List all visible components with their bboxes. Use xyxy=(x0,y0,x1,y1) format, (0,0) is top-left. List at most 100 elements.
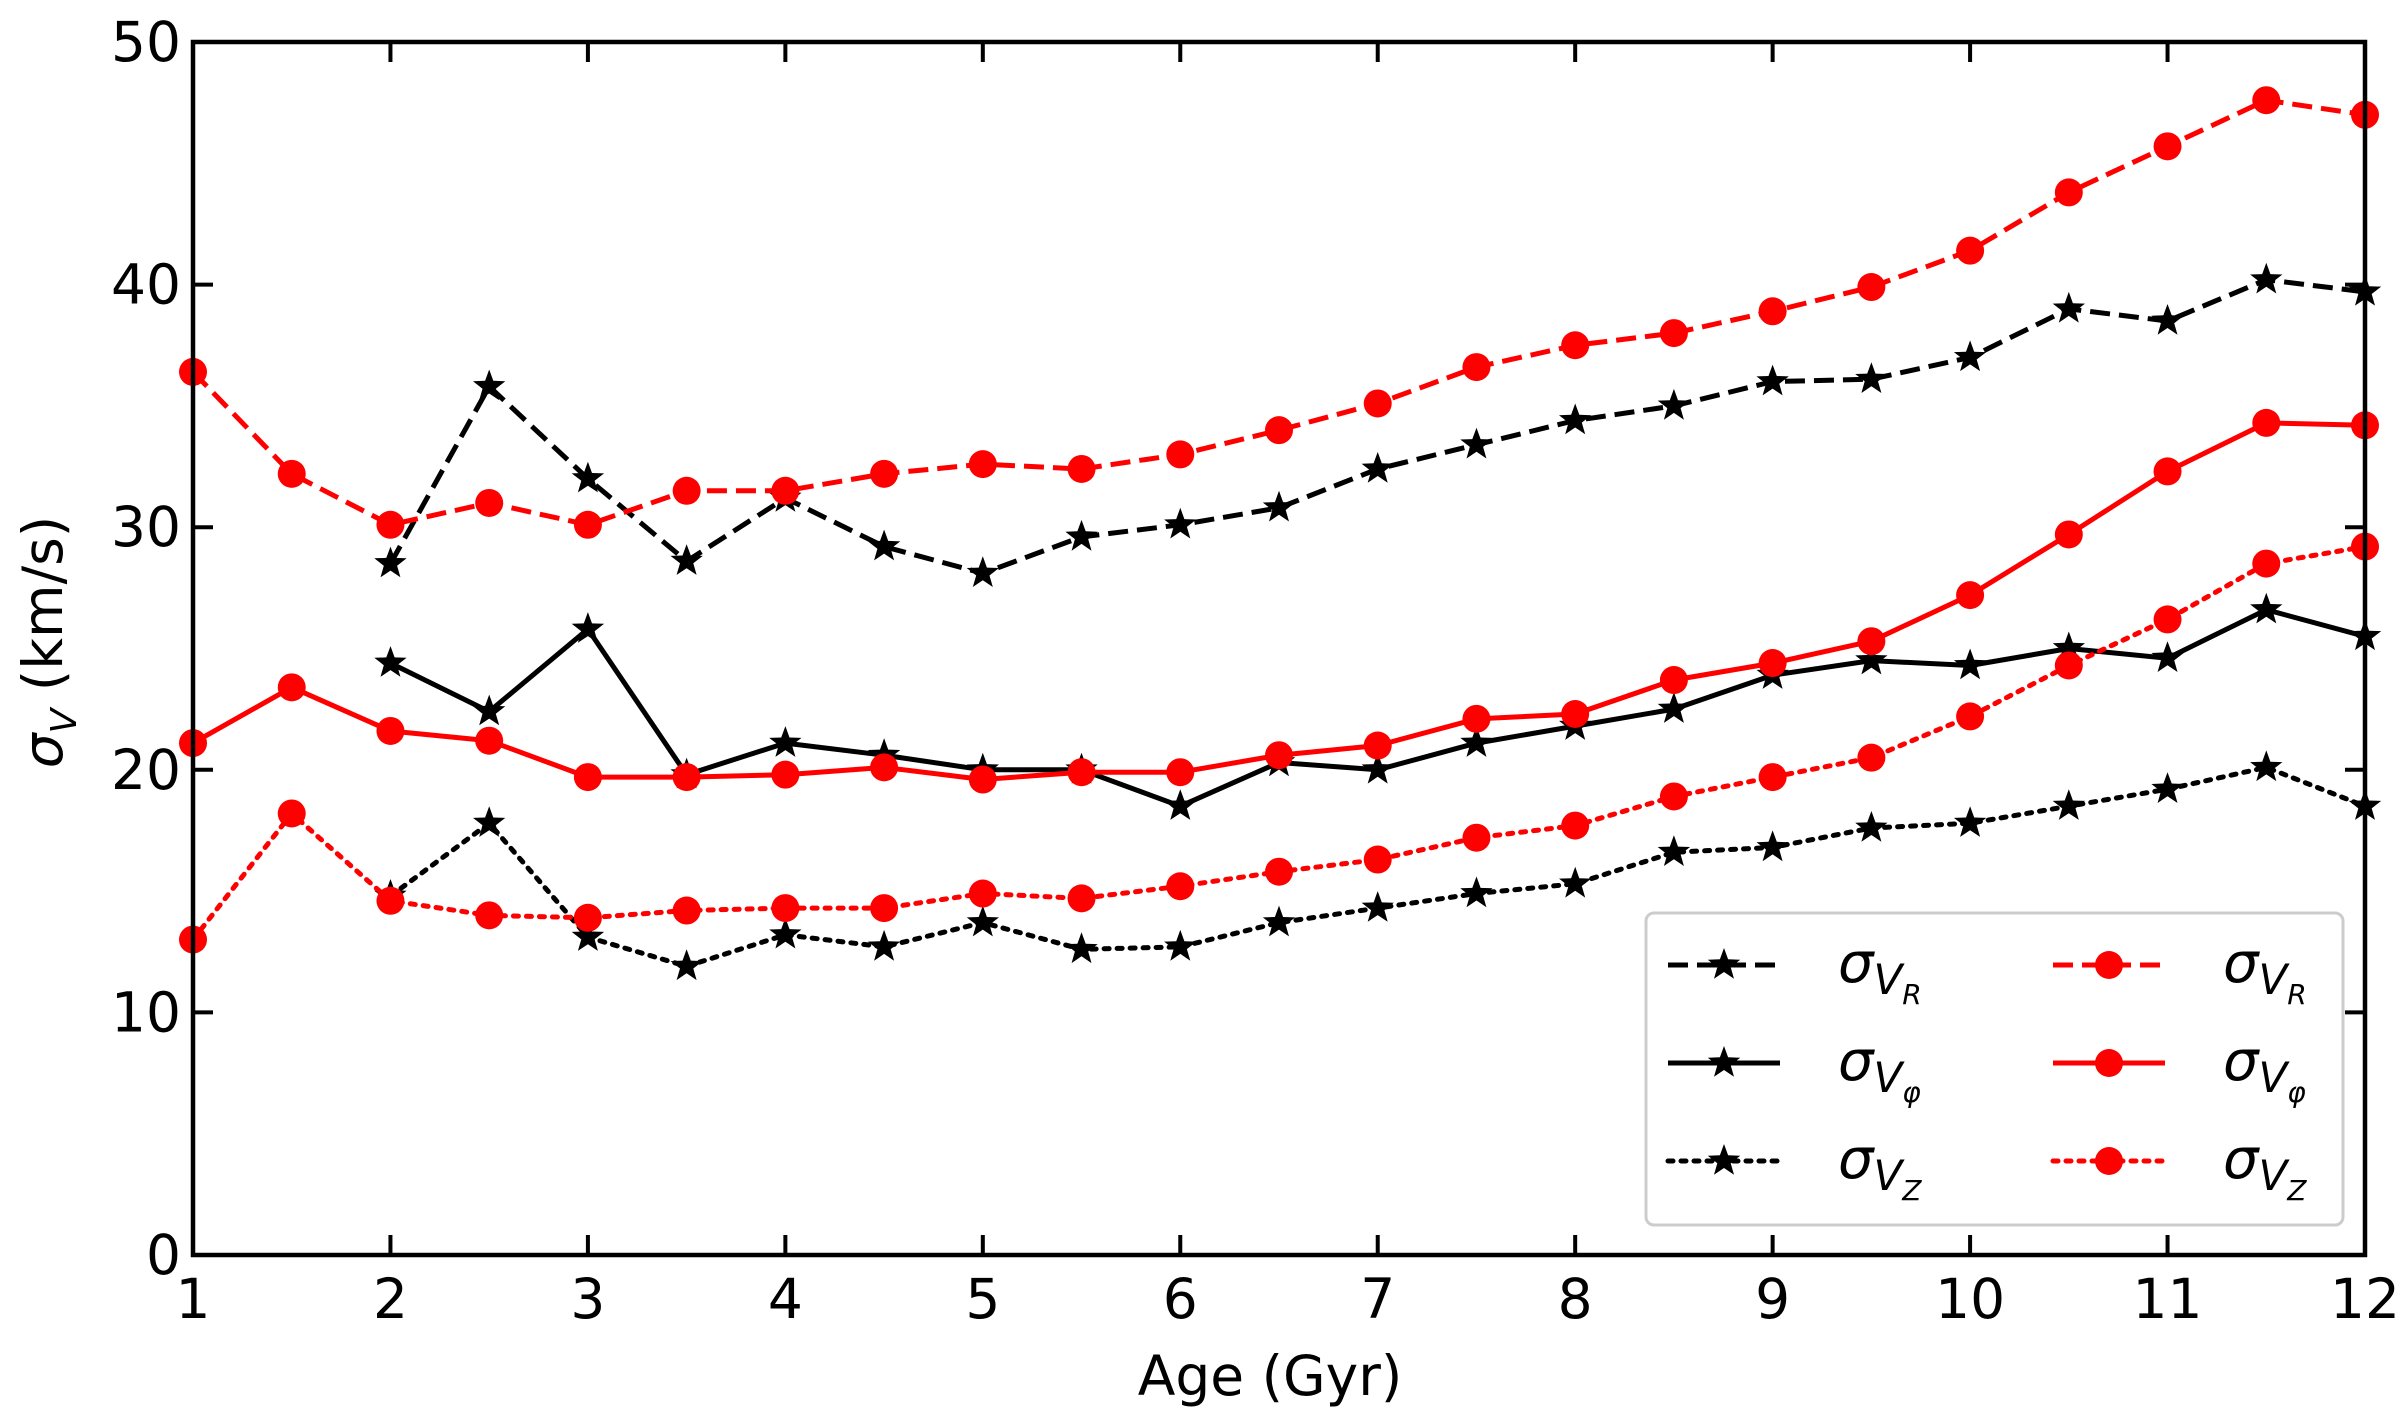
data-point xyxy=(2153,132,2182,161)
data-point xyxy=(672,896,701,925)
data-point xyxy=(966,905,999,937)
series-layer xyxy=(179,86,2382,981)
data-point xyxy=(1363,389,1392,418)
data-point xyxy=(1363,845,1392,874)
legend-item: σVR xyxy=(1668,931,1922,1011)
legend-marker xyxy=(2095,1049,2123,1077)
data-point xyxy=(475,726,504,755)
data-point xyxy=(1659,666,1688,695)
data-point xyxy=(670,544,703,575)
data-point xyxy=(1657,388,1691,420)
y-axis-title: σV (km/s) xyxy=(11,516,85,769)
data-point xyxy=(1561,811,1590,840)
series-4 xyxy=(179,408,2379,794)
data-point xyxy=(1265,857,1293,886)
plot-frame xyxy=(190,39,2368,1258)
data-point xyxy=(1265,416,1293,445)
series-2 xyxy=(374,750,2382,981)
data-point xyxy=(870,459,899,488)
data-point xyxy=(672,763,701,792)
x-tick-label: 3 xyxy=(570,1267,605,1331)
data-point xyxy=(1262,905,1296,937)
data-point xyxy=(475,488,504,517)
y-tick-label: 50 xyxy=(111,10,181,74)
data-point xyxy=(1166,440,1195,469)
legend-label: σVφ xyxy=(2223,1029,2306,1109)
data-point xyxy=(1756,364,1789,396)
data-point xyxy=(376,716,405,745)
y-tick-label: 10 xyxy=(111,980,181,1044)
data-point xyxy=(870,753,899,782)
data-point xyxy=(1953,340,1987,372)
data-point xyxy=(2250,262,2283,294)
legend-marker xyxy=(1707,948,1741,979)
data-point xyxy=(1460,876,1493,908)
data-point xyxy=(1065,932,1098,964)
data-point xyxy=(2054,520,2083,549)
data-point xyxy=(670,949,703,981)
data-point xyxy=(277,459,306,488)
data-point xyxy=(573,510,602,539)
data-point xyxy=(1067,454,1096,483)
y-tick-label: 40 xyxy=(111,253,181,317)
legend-item: σVZ xyxy=(2050,1127,2307,1207)
data-point xyxy=(2052,789,2085,820)
x-axis-title: Age (Gyr) xyxy=(1138,1344,1403,1408)
data-point xyxy=(2151,641,2184,672)
legend-label: σVφ xyxy=(1838,1029,1921,1109)
data-point xyxy=(2153,457,2182,486)
data-point xyxy=(1460,427,1493,459)
data-point xyxy=(1657,692,1691,723)
data-point xyxy=(277,673,306,702)
data-point xyxy=(473,369,506,401)
data-point xyxy=(769,917,802,949)
data-point xyxy=(1166,872,1195,901)
data-point xyxy=(2052,291,2085,323)
data-point xyxy=(1067,758,1096,787)
data-point xyxy=(1956,581,1985,610)
x-tick-label: 6 xyxy=(1163,1267,1198,1331)
x-tick-label: 8 xyxy=(1558,1267,1593,1331)
data-point xyxy=(1361,452,1394,483)
data-point xyxy=(1855,811,1888,842)
data-point xyxy=(1758,297,1787,326)
series-3 xyxy=(179,86,2379,539)
legend-label: σVZ xyxy=(1838,1127,1922,1207)
legend-item: σVR xyxy=(2053,931,2307,1011)
data-point xyxy=(968,765,997,794)
data-point xyxy=(573,763,602,792)
data-point xyxy=(1265,741,1293,770)
data-point xyxy=(1855,643,1888,675)
x-tick-label: 1 xyxy=(176,1267,211,1331)
data-point xyxy=(968,450,997,479)
data-point xyxy=(2151,772,2184,803)
data-point xyxy=(1067,884,1096,913)
legend-item: σVZ xyxy=(1665,1127,1922,1207)
data-point xyxy=(2151,304,2184,335)
legend-marker xyxy=(1707,1046,1741,1077)
data-point xyxy=(374,646,407,677)
data-point xyxy=(968,879,997,908)
data-point xyxy=(1462,704,1491,733)
data-point xyxy=(277,799,306,828)
data-point xyxy=(2252,549,2281,578)
y-tick-label: 0 xyxy=(146,1223,181,1287)
data-point xyxy=(867,529,901,561)
data-point xyxy=(2252,408,2281,437)
data-point xyxy=(1561,700,1590,729)
data-point xyxy=(2054,651,2083,680)
data-point xyxy=(1857,743,1886,772)
x-tick-label: 4 xyxy=(768,1267,803,1331)
data-point xyxy=(771,760,800,789)
x-tick-label: 11 xyxy=(2133,1267,2203,1331)
data-point xyxy=(1756,830,1789,862)
legend-label: σVR xyxy=(2223,931,2307,1011)
data-point xyxy=(1758,649,1787,678)
data-point xyxy=(1857,273,1886,302)
data-point xyxy=(1857,627,1886,656)
data-point xyxy=(2250,592,2283,624)
data-point xyxy=(1758,763,1787,792)
data-point xyxy=(374,546,407,578)
